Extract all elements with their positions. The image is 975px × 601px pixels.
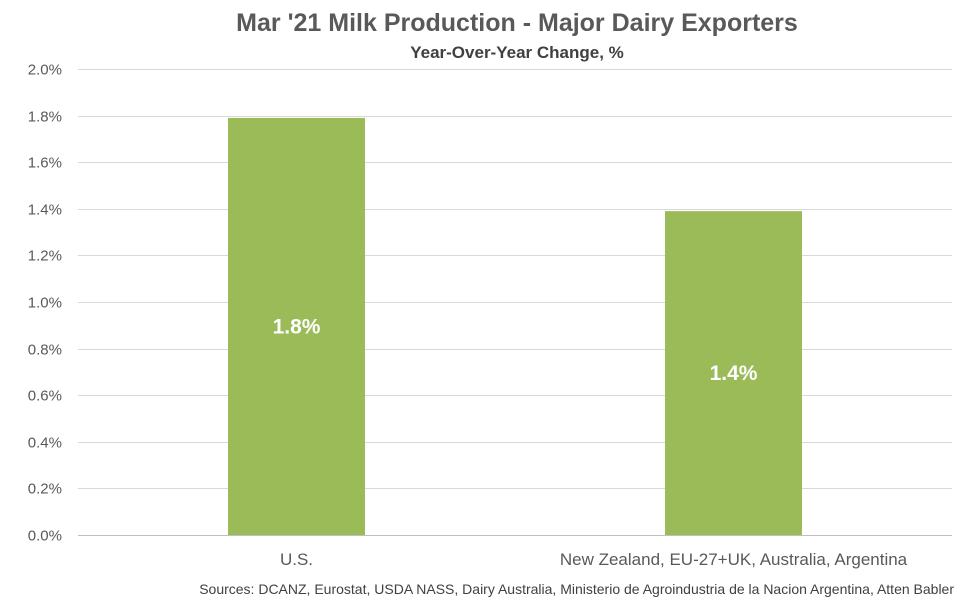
y-tick-label: 1.6% [28, 155, 62, 172]
y-axis-ticks: 0.0% 0.2% 0.4% 0.6% 0.8% 1.0% 1.2% 1.4% 1.6% 1.8%… [28, 62, 62, 545]
y-tick-label: 0.8% [28, 342, 62, 359]
y-tick-label: 0.2% [28, 481, 62, 498]
y-tick-label: 0.0% [28, 528, 62, 545]
data-label: 1.4% [710, 362, 758, 385]
bar [665, 211, 802, 535]
bars: 1.8% 1.4% [228, 117, 802, 536]
x-axis-categories: U.S. New Zealand, EU-27+UK, Australia, Ar… [280, 550, 908, 569]
data-label: 1.8% [273, 315, 321, 338]
y-tick-label: 1.8% [28, 109, 62, 126]
y-tick-label: 0.6% [28, 388, 62, 405]
source-note: Sources: DCANZ, Eurostat, USDA NASS, Dai… [199, 581, 954, 597]
category-label: U.S. [280, 550, 313, 569]
gridlines [78, 69, 952, 536]
y-tick-label: 1.4% [28, 202, 62, 219]
chart-title: Mar '21 Milk Production - Major Dairy Ex… [236, 9, 798, 37]
y-tick-label: 0.4% [28, 435, 62, 452]
y-tick-label: 2.0% [28, 62, 62, 79]
chart-subtitle: Year-Over-Year Change, % [410, 43, 624, 62]
category-label: New Zealand, EU-27+UK, Australia, Argent… [560, 550, 908, 569]
y-tick-label: 1.0% [28, 295, 62, 312]
y-tick-label: 1.2% [28, 248, 62, 265]
bar [228, 117, 365, 536]
